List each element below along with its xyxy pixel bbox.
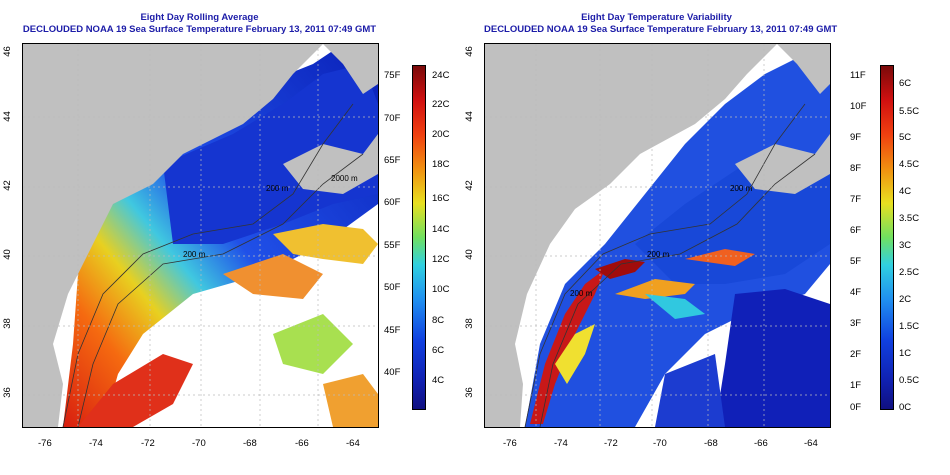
right-lon-76: -76 [503, 438, 517, 449]
right-lon-64: -64 [804, 438, 818, 449]
right-cbar-c-1: 1C [899, 348, 912, 359]
left-map-graphic [23, 44, 378, 427]
right-cbar-f-8: 8F [850, 163, 862, 174]
left-lat-36: 36 [1, 387, 13, 398]
left-cbar-f-75: 75F [384, 70, 401, 81]
left-lon-76: -76 [38, 438, 52, 449]
right-contour-label-1: 200 m [647, 250, 670, 259]
left-lon-68: -68 [243, 438, 257, 449]
right-title-line1: Eight Day Temperature Variability [581, 12, 732, 23]
right-lon-70: -70 [653, 438, 667, 449]
left-lon-66: -66 [295, 438, 309, 449]
right-cbar-c-0: 0C [899, 402, 912, 413]
right-map-graphic [485, 44, 830, 427]
left-cbar-c-12: 12C [432, 254, 450, 265]
left-cbar-f-50: 50F [384, 282, 401, 293]
right-cbar-f-3: 3F [850, 318, 862, 329]
left-cbar-c-8: 8C [432, 315, 445, 326]
right-lat-36: 36 [463, 387, 475, 398]
right-cbar-f-0: 0F [850, 402, 862, 413]
right-lat-42: 42 [463, 180, 475, 191]
right-cbar-c-4.5: 4.5C [899, 159, 920, 170]
left-lat-44: 44 [1, 111, 13, 122]
right-variability-map[interactable]: 200 m 200 m 200 m [484, 43, 831, 428]
right-cbar-c-2.5: 2.5C [899, 267, 920, 278]
right-cbar-c-3.5: 3.5C [899, 213, 920, 224]
right-lat-40: 40 [463, 249, 475, 260]
right-contour-label-2: 200 m [730, 184, 753, 193]
left-colorbar [412, 65, 426, 410]
right-cbar-f-9: 9F [850, 132, 862, 143]
left-lat-42: 42 [1, 180, 13, 191]
left-cbar-c-16: 16C [432, 193, 450, 204]
left-cbar-c-6: 6C [432, 345, 445, 356]
left-cbar-c-4: 4C [432, 375, 445, 386]
left-cbar-f-40: 40F [384, 367, 401, 378]
left-cbar-c-10: 10C [432, 284, 450, 295]
right-lat-38: 38 [463, 318, 475, 329]
right-cbar-c-5: 5C [899, 132, 912, 143]
right-cbar-c-2: 2C [899, 294, 912, 305]
left-cbar-f-55: 55F [384, 240, 401, 251]
right-cbar-f-11: 11F [850, 70, 866, 81]
left-lon-70: -70 [192, 438, 206, 449]
left-lon-72: -72 [141, 438, 155, 449]
right-lon-66: -66 [754, 438, 768, 449]
right-cbar-f-4: 4F [850, 287, 862, 298]
left-cbar-f-45: 45F [384, 325, 401, 336]
left-contour-label-2: 200 m [266, 184, 289, 193]
left-lon-74: -74 [89, 438, 103, 449]
right-cbar-f-1: 1F [850, 380, 862, 391]
right-cbar-f-2: 2F [850, 349, 862, 360]
left-sst-map[interactable]: 200 m 200 m 2000 m [22, 43, 379, 428]
right-cbar-c-6: 6C [899, 78, 912, 89]
left-cbar-f-65: 65F [384, 155, 401, 166]
right-cbar-c-3: 3C [899, 240, 912, 251]
left-title-line2: DECLOUDED NOAA 19 Sea Surface Temperatur… [22, 24, 377, 35]
left-cbar-c-20: 20C [432, 129, 450, 140]
right-lon-68: -68 [704, 438, 718, 449]
right-cbar-f-6: 6F [850, 225, 862, 236]
right-cbar-f-10: 10F [850, 101, 867, 112]
left-lon-64: -64 [346, 438, 360, 449]
right-cbar-f-7: 7F [850, 194, 862, 205]
right-cbar-f-5: 5F [850, 256, 862, 267]
left-lat-38: 38 [1, 318, 13, 329]
left-lat-46: 46 [1, 46, 13, 57]
right-cbar-c-1.5: 1.5C [899, 321, 920, 332]
left-cbar-f-60: 60F [384, 197, 401, 208]
left-cbar-c-22: 22C [432, 99, 450, 110]
left-title-line1: Eight Day Rolling Average [140, 12, 259, 23]
left-cbar-c-14: 14C [432, 224, 450, 235]
left-contour-label-1: 200 m [183, 250, 206, 259]
right-lat-46: 46 [463, 46, 475, 57]
left-cbar-c-24: 24C [432, 70, 450, 81]
right-title-line2: DECLOUDED NOAA 19 Sea Surface Temperatur… [484, 24, 838, 35]
right-lat-44: 44 [463, 111, 475, 122]
right-cbar-c-5.5: 5.5C [899, 106, 920, 117]
right-lon-72: -72 [604, 438, 618, 449]
left-cbar-f-70: 70F [384, 113, 401, 124]
right-lon-74: -74 [554, 438, 568, 449]
right-contour-label-3: 200 m [570, 289, 593, 298]
left-cbar-c-18: 18C [432, 159, 450, 170]
left-contour-label-3: 2000 m [331, 174, 358, 183]
right-cbar-c-4: 4C [899, 186, 912, 197]
right-colorbar [880, 65, 894, 410]
left-lat-40: 40 [1, 249, 13, 260]
right-cbar-c-0.5: 0.5C [899, 375, 920, 386]
